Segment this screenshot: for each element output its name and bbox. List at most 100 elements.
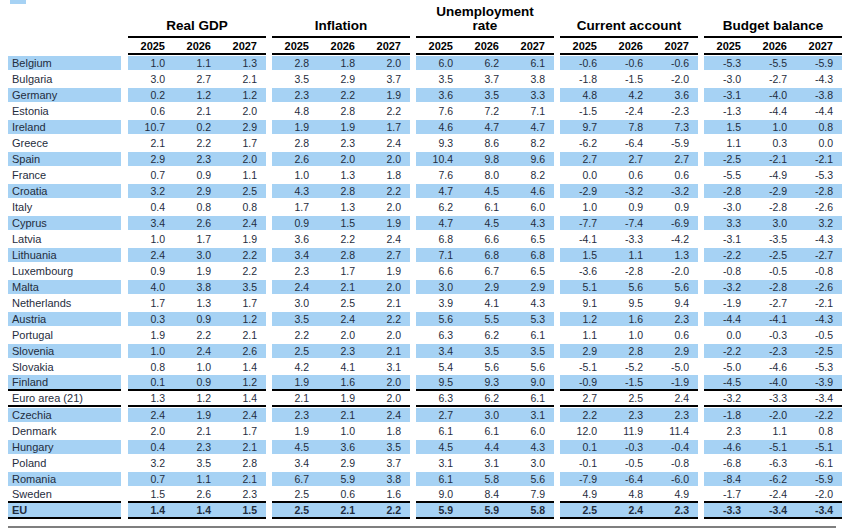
value-cell: 7.1 [416,249,462,261]
value-cell: 10.4 [416,153,462,165]
value-cell: 7.2 [462,105,508,117]
value-cell: 1.4 [128,504,174,516]
value-cell: 1.9 [128,329,174,341]
value-cell: 2.3 [272,409,318,421]
value-cell: -2.4 [606,105,652,117]
value-cell: 9.0 [416,488,462,500]
value-cell: 3.7 [364,73,410,85]
value-cell: 3.5 [508,345,554,357]
value-cell: 2.3 [704,425,750,437]
value-cell: -5.0 [652,361,698,373]
value-cell: 4.5 [462,217,508,229]
value-cell: 6.2 [462,57,508,69]
value-cell: -0.5 [750,265,796,277]
value-cell: 2.5 [318,297,364,309]
value-cell: 1.4 [220,392,266,404]
value-cell: 6.3 [416,329,462,341]
value-cell: 2.1 [364,297,410,309]
value-cell: -6.1 [796,457,842,469]
country-name: Euro area (21) [8,392,83,404]
value-cell: 7.6 [416,169,462,181]
value-cell: -2.5 [704,153,750,165]
value-cell: 6.6 [462,233,508,245]
country-name: France [8,169,46,181]
country-name: Portugal [8,329,53,341]
value-cell: 4.8 [560,89,606,101]
value-cell: 1.6 [606,313,652,325]
value-cell: 9.7 [560,121,606,133]
value-cell: -7.7 [560,217,606,229]
table-row: Bulgaria3.02.72.13.52.93.73.53.73.8-1.8-… [0,71,844,87]
value-cell: -0.3 [750,329,796,341]
year-column-header: 2027 [220,40,266,52]
value-cell: 2.7 [652,153,698,165]
table-body: Belgium1.01.11.32.81.82.06.06.26.1-0.6-0… [0,55,844,519]
value-cell: -0.8 [652,457,698,469]
value-cell: -3.1 [704,89,750,101]
value-cell: 0.9 [174,376,220,388]
value-cell: -2.8 [704,185,750,197]
value-cell: 1.9 [174,265,220,277]
value-cell: 1.9 [318,121,364,133]
table-row: Finland0.10.91.21.91.62.09.59.39.0-0.9-1… [0,375,844,391]
value-cell: -3.1 [704,233,750,245]
value-cell: -2.9 [750,185,796,197]
value-cell: 2.8 [318,185,364,197]
value-cell: 2.9 [318,457,364,469]
country-name: Croatia [8,185,47,197]
value-cell: 5.8 [462,473,508,485]
value-cell: -2.6 [796,201,842,213]
value-cell: -1.7 [704,488,750,500]
value-cell: -3.5 [750,233,796,245]
value-cell: 0.6 [652,329,698,341]
value-cell: -6.9 [652,217,698,229]
value-cell: -1.5 [606,376,652,388]
table-row: Ireland10.70.22.91.91.91.74.64.74.79.77.… [0,119,844,135]
value-cell: 1.9 [272,121,318,133]
value-cell: 2.3 [220,488,266,500]
country-name: Hungary [8,441,54,453]
year-header-spacer [8,36,121,55]
value-cell: 6.5 [508,233,554,245]
value-cell: -4.1 [560,233,606,245]
value-cell: 1.1 [606,249,652,261]
value-cell: 3.1 [462,457,508,469]
value-cell: 2.4 [174,345,220,357]
value-cell: 7.8 [606,121,652,133]
value-cell: 2.6 [220,345,266,357]
value-cell: 1.6 [364,488,410,500]
value-cell: 3.1 [508,409,554,421]
value-cell: -1.8 [704,409,750,421]
value-cell: 3.0 [750,217,796,229]
country-name: Latvia [8,233,41,245]
value-cell: 2.7 [560,153,606,165]
value-cell: 5.8 [508,504,554,516]
column-group-header-row: Real GDP Inflation Unemployment rate Cur… [0,3,844,36]
table-row: Latvia1.01.71.93.62.22.46.86.66.5-4.1-3.… [0,231,844,247]
table-row: Luxembourg0.91.92.22.31.71.96.66.76.5-3.… [0,263,844,279]
value-cell: -1.3 [704,105,750,117]
value-cell: 1.2 [174,89,220,101]
value-cell: 0.1 [128,376,174,388]
value-cell: 3.3 [704,217,750,229]
value-cell: 1.1 [750,425,796,437]
value-cell: 2.5 [272,488,318,500]
value-cell: 1.7 [174,233,220,245]
value-cell: 6.1 [508,392,554,404]
value-cell: -0.6 [606,57,652,69]
value-cell: 2.9 [560,345,606,357]
year-column-header: 2027 [364,40,410,52]
country-name: Czechia [8,409,52,421]
value-cell: 2.0 [364,57,410,69]
value-cell: 2.9 [128,153,174,165]
country-name: Sweden [8,488,52,500]
value-cell: 12.0 [560,425,606,437]
value-cell: 2.6 [174,488,220,500]
value-cell: 2.9 [318,73,364,85]
year-column-header: 2025 [416,40,462,52]
value-cell: 1.0 [128,345,174,357]
value-cell: -7.4 [606,217,652,229]
value-cell: 0.6 [606,169,652,181]
value-cell: 4.7 [462,121,508,133]
value-cell: 9.3 [462,376,508,388]
